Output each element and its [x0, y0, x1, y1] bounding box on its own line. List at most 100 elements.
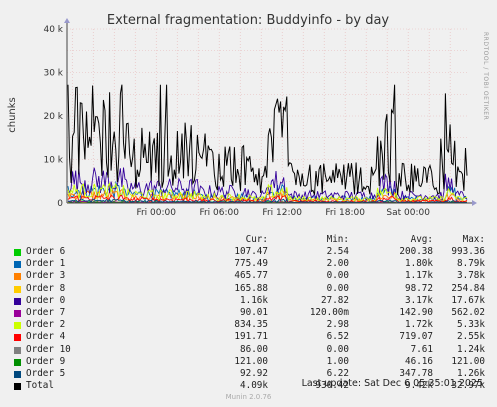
- legend-row: Order 4 191.71 6.52 719.07 2.55k: [0, 331, 497, 343]
- legend-swatch: [14, 322, 21, 330]
- legend-min-value: 0.00: [326, 282, 349, 294]
- legend-max-value: 993.36: [451, 246, 485, 257]
- header-cur: Cur:: [245, 234, 268, 245]
- legend-min-value: 1.00: [326, 355, 349, 367]
- legend-swatch: [14, 249, 21, 256]
- legend-cur-value: 165.88: [234, 282, 268, 294]
- legend-label: Order 0: [26, 294, 66, 306]
- legend-label: Order 8: [26, 282, 66, 294]
- legend-row: Order 3 465.77 0.00 1.17k 3.78k: [0, 270, 497, 282]
- legend-avg-value: 1.80k: [405, 258, 433, 270]
- legend-max-value: 254.84: [451, 282, 485, 294]
- legend-min-value: 6.22: [326, 367, 349, 379]
- legend-swatch: [14, 383, 21, 391]
- legend-min-value: 930.42: [315, 380, 349, 392]
- y-tick-label: 40 k: [43, 25, 63, 35]
- legend-min-value: 2.54: [326, 246, 349, 257]
- legend-row: Order 2 834.35 2.98 1.72k 5.33k: [0, 319, 497, 331]
- legend-cur-value: 107.47: [234, 246, 268, 257]
- legend-rows: Order 6 107.47 2.54 200.38 993.36 Order 1 775.…: [0, 246, 497, 392]
- y-axis-label: chunks: [7, 97, 18, 133]
- y-tick-label: 0: [57, 199, 63, 209]
- legend-avg-value: 142.90: [399, 306, 433, 318]
- legend: Cur: Min: Avg: Max: Order 6 107.47 2.54 200…: [0, 234, 497, 392]
- legend-swatch: [14, 334, 21, 342]
- legend-max-value: 17.67k: [451, 294, 485, 306]
- legend-max-value: 121.00: [451, 355, 485, 367]
- legend-header: Cur: Min: Avg: Max:: [0, 234, 497, 246]
- legend-cur-value: 121.00: [234, 355, 268, 367]
- legend-min-value: 6.52: [326, 331, 349, 343]
- legend-avg-value: 46.16: [405, 355, 433, 367]
- legend-swatch: [14, 273, 21, 281]
- grid: [67, 28, 468, 204]
- legend-swatch: [14, 346, 21, 354]
- legend-min-value: 0.00: [326, 343, 349, 355]
- legend-cur-value: 86.00: [240, 343, 268, 355]
- legend-avg-value: 3.17k: [405, 294, 433, 306]
- header-min: Min:: [326, 234, 349, 245]
- legend-avg-value: 347.78: [399, 367, 433, 379]
- legend-cur-value: 90.01: [240, 306, 268, 318]
- legend-cur-value: 834.35: [234, 319, 268, 331]
- x-axis-arrow: [472, 200, 477, 206]
- legend-max-value: 3.78k: [457, 270, 485, 282]
- plot-area: [67, 84, 468, 204]
- legend-row: Total 4.09k 930.42 9.42k 32.97k: [0, 380, 497, 392]
- header-max: Max:: [462, 234, 485, 245]
- legend-max-value: 2.55k: [457, 331, 485, 343]
- tick-labels: 0 10 k 20 k 30 k 40 k Fri 00:00 Fri 06:00 Fri 1…: [43, 25, 430, 218]
- series-line-order-2: [67, 182, 468, 203]
- legend-label: Order 2: [26, 319, 66, 331]
- legend-row: Order 0 1.16k 27.82 3.17k 17.67k: [0, 295, 497, 307]
- axes: [64, 18, 477, 206]
- legend-avg-value: 1.17k: [405, 270, 433, 282]
- legend-min-value: 2.98: [326, 319, 349, 331]
- munin-version: Munin 2.0.76: [225, 393, 272, 401]
- legend-row: Order 6 107.47 2.54 200.38 993.36: [0, 246, 497, 258]
- legend-swatch: [14, 261, 21, 269]
- series-line-total: [67, 84, 468, 195]
- legend-avg-value: 7.61: [410, 343, 433, 355]
- legend-cur-value: 4.09k: [240, 380, 268, 392]
- legend-swatch: [14, 358, 21, 366]
- legend-label: Order 1: [26, 258, 66, 270]
- legend-max-value: 5.33k: [457, 319, 485, 331]
- legend-row: Order 10 86.00 0.00 7.61 1.24k: [0, 344, 497, 356]
- legend-row: Order 9 121.00 1.00 46.16 121.00: [0, 356, 497, 368]
- legend-label: Order 5: [26, 367, 66, 379]
- x-tick-label: Fri 06:00: [199, 208, 239, 218]
- y-tick-label: 20 k: [43, 112, 63, 122]
- legend-avg-value: 9.42k: [405, 380, 433, 392]
- legend-row: Order 8 165.88 0.00 98.72 254.84: [0, 283, 497, 295]
- legend-swatch: [14, 309, 21, 317]
- legend-min-value: 27.82: [321, 294, 349, 306]
- legend-row: Order 5 92.92 6.22 347.78 1.26k: [0, 368, 497, 380]
- chart-title: External fragmentation: Buddyinfo - by d…: [107, 13, 390, 28]
- legend-row: Order 7 90.01 120.00m 142.90 562.02: [0, 307, 497, 319]
- legend-max-value: 1.26k: [457, 367, 485, 379]
- series-line-order-0: [67, 167, 468, 202]
- x-tick-label: Sat 00:00: [386, 208, 430, 218]
- legend-swatch: [14, 285, 21, 293]
- legend-cur-value: 775.49: [234, 258, 268, 270]
- legend-swatch: [14, 370, 21, 378]
- rrdtool-credit: RRDTOOL / TOBI OETIKER: [482, 32, 489, 120]
- legend-min-value: 120.00m: [309, 306, 349, 318]
- legend-avg-value: 200.38: [399, 246, 433, 257]
- header-avg: Avg:: [410, 234, 433, 245]
- legend-avg-value: 1.72k: [405, 319, 433, 331]
- legend-swatch: [14, 297, 21, 305]
- legend-label: Order 3: [26, 270, 66, 282]
- legend-label: Order 4: [26, 331, 66, 343]
- y-tick-label: 30 k: [43, 69, 63, 79]
- legend-avg-value: 98.72: [405, 282, 433, 294]
- legend-label: Order 9: [26, 355, 66, 367]
- last-update: Last update: Sat Dec 6 05:35:01 2025: [301, 378, 483, 389]
- legend-min-value: 2.00: [326, 258, 349, 270]
- series-line-order-5: [67, 198, 468, 204]
- legend-row: Order 1 775.49 2.00 1.80k 8.79k: [0, 258, 497, 270]
- legend-max-value: 1.24k: [457, 343, 485, 355]
- legend-label: Order 10: [26, 343, 71, 355]
